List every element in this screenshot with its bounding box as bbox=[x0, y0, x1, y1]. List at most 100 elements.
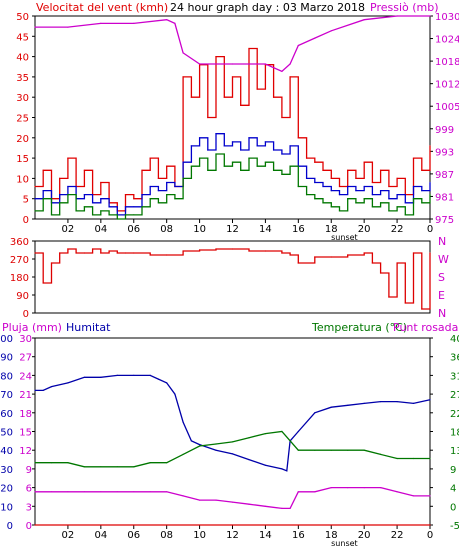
series-pressure-point bbox=[174, 22, 176, 24]
series-dewpoint-point bbox=[429, 495, 431, 497]
wind-tick-label: 10 bbox=[16, 174, 29, 185]
series-avg-point bbox=[182, 161, 184, 163]
series-wind2-point bbox=[207, 169, 209, 171]
time-axis-top-tick-label: 08 bbox=[160, 224, 173, 235]
rain-axis-label: Pluja (mm) bbox=[2, 321, 62, 334]
series-wind2-point bbox=[264, 161, 266, 163]
series-wind2-point bbox=[256, 165, 258, 167]
series-direction-point bbox=[149, 254, 151, 256]
series-wind2-point bbox=[50, 214, 53, 216]
series-avg-point bbox=[83, 194, 85, 196]
temperature-axis-label: Temperatura (°C) bbox=[311, 321, 407, 334]
series-humidity-point bbox=[182, 421, 184, 423]
series-avg-point bbox=[421, 190, 423, 192]
series-gust-point bbox=[306, 157, 308, 159]
series-direction-point bbox=[108, 250, 110, 252]
series-temperature-point bbox=[314, 449, 316, 451]
series-temperature-point bbox=[264, 433, 266, 435]
series-humidity-point bbox=[215, 449, 217, 451]
series-gust-point bbox=[256, 88, 258, 90]
series-gust-point bbox=[412, 157, 415, 159]
series-direction-point bbox=[248, 250, 250, 252]
series-avg-point bbox=[322, 185, 324, 188]
series-dewpoint-point bbox=[199, 499, 201, 501]
compass-label: N bbox=[438, 235, 446, 248]
series-wind2-point bbox=[429, 194, 431, 196]
series-gust-point bbox=[42, 169, 44, 171]
series-pressure-point bbox=[297, 44, 299, 47]
series-gust-point bbox=[330, 177, 332, 179]
series-avg-point bbox=[388, 198, 390, 200]
series-wind2-point bbox=[347, 198, 349, 200]
series-wind2 bbox=[35, 153, 431, 220]
series-dewpoint-point bbox=[363, 487, 365, 489]
time-axis-bottom-tick-label: 12 bbox=[226, 530, 239, 541]
series-avg-point bbox=[59, 194, 61, 196]
series-temperature-point bbox=[281, 430, 283, 433]
humidity-tick-label: 0 bbox=[7, 521, 13, 532]
series-direction-point bbox=[314, 256, 316, 258]
series-wind2-point bbox=[297, 185, 299, 188]
series-gust-point bbox=[396, 177, 398, 179]
rain-tick-label: 6 bbox=[26, 484, 32, 495]
series-dewpoint-point bbox=[83, 491, 85, 493]
rain-tick-label: 12 bbox=[19, 446, 32, 457]
series-gust-point bbox=[429, 145, 431, 147]
series-gust-point bbox=[67, 157, 69, 159]
series-humidity-point bbox=[133, 374, 135, 376]
series-wind2-point bbox=[231, 161, 234, 163]
series-humidity-point bbox=[396, 401, 398, 403]
series-wind2-point bbox=[322, 202, 324, 204]
time-axis-bottom-tick-label: 06 bbox=[127, 530, 140, 541]
series-wind2-point bbox=[116, 218, 118, 220]
series-wind2-point bbox=[338, 210, 341, 212]
series-wind2-point bbox=[363, 198, 365, 200]
series-gust-point bbox=[157, 177, 159, 179]
time-axis-top-tick-label: 14 bbox=[259, 224, 272, 235]
series-rain-point bbox=[34, 524, 36, 526]
rain-tick-label: 15 bbox=[19, 428, 32, 439]
series-direction-point bbox=[404, 302, 406, 304]
series-wind2-point bbox=[174, 198, 176, 200]
series-dewpoint-point bbox=[289, 507, 291, 509]
series-wind2-point bbox=[330, 206, 332, 208]
series-humidity-point bbox=[190, 440, 192, 442]
time-axis-bottom-tick-label: 20 bbox=[358, 530, 371, 541]
series-gust-point bbox=[149, 157, 151, 159]
series-humidity bbox=[35, 374, 431, 472]
series-dewpoint-point bbox=[67, 491, 69, 493]
series-gust-point bbox=[83, 169, 85, 171]
temp-tick-label: 22 bbox=[450, 409, 459, 420]
series-temperature-point bbox=[116, 466, 118, 468]
series-avg-point bbox=[338, 194, 341, 196]
series-wind2-point bbox=[133, 214, 135, 216]
series-temperature-point bbox=[380, 453, 382, 455]
time-axis-bottom-tick-label: 22 bbox=[391, 530, 404, 541]
series-direction-point bbox=[83, 252, 85, 254]
series-avg-point bbox=[371, 194, 373, 196]
series-avg-point bbox=[281, 153, 283, 155]
series-wind2-point bbox=[149, 198, 151, 200]
series-wind2-point bbox=[157, 202, 159, 204]
series-temperature-point bbox=[330, 449, 332, 451]
series-wind2-point bbox=[215, 153, 217, 155]
series-temperature-point bbox=[347, 449, 349, 451]
series-avg-point bbox=[289, 145, 291, 147]
series-temperature-point bbox=[231, 441, 234, 443]
humidity-tick-label: 70 bbox=[0, 390, 13, 401]
series-gust-point bbox=[124, 194, 127, 196]
series-dewpoint-point bbox=[347, 487, 349, 489]
series-direction-point bbox=[42, 282, 44, 284]
time-axis-bottom-tick-label: 02 bbox=[62, 530, 75, 541]
series-pressure-point bbox=[182, 52, 184, 54]
series-humidity-point bbox=[330, 406, 332, 408]
series-wind2-point bbox=[108, 214, 110, 216]
series-direction-point bbox=[92, 248, 94, 250]
series-dewpoint-point bbox=[34, 491, 36, 493]
series-avg-point bbox=[248, 137, 250, 139]
series-gust-point bbox=[59, 177, 61, 179]
series-humidity-point bbox=[429, 399, 431, 401]
series-gust-point bbox=[207, 116, 209, 119]
series-humidity-point bbox=[380, 401, 382, 403]
series-direction-point bbox=[231, 248, 234, 250]
